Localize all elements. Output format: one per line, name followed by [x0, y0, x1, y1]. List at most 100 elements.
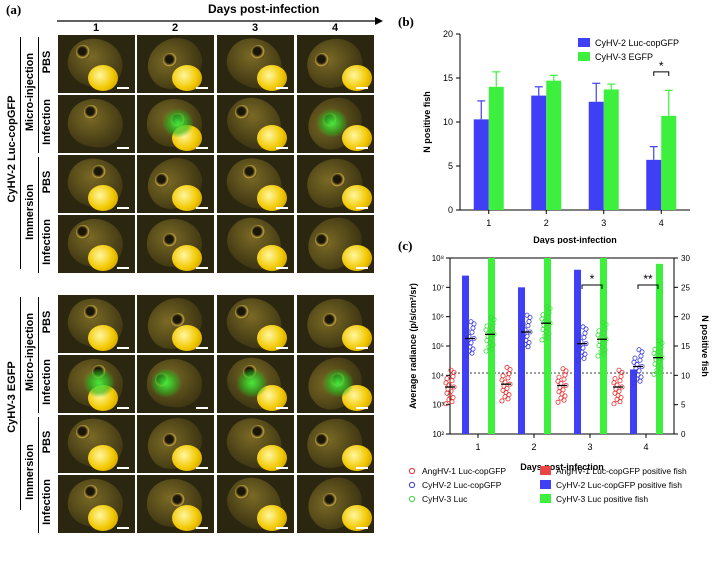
significance-marker: **: [643, 272, 653, 286]
data-point: [631, 359, 637, 365]
x-tick-label: 2: [531, 442, 536, 452]
route-label: Immersion: [24, 184, 36, 240]
y-tick-label: 10⁶: [432, 313, 444, 322]
y2-tick-label: 15: [681, 342, 690, 351]
legend-label: CyHV-2 Luc-copGFP positive fish: [556, 480, 682, 490]
x-axis-label: Days post-infection: [520, 462, 604, 472]
data-point: [463, 352, 469, 358]
data-point: [527, 314, 533, 320]
panel-a-letter: (a): [6, 2, 22, 17]
legend-label: CyHV-3 Luc: [422, 494, 468, 504]
data-point: [601, 330, 607, 336]
data-point: [451, 369, 457, 375]
data-point: [519, 346, 525, 352]
data-point: [580, 345, 586, 351]
legend-marker: [408, 495, 416, 503]
data-point: [575, 357, 581, 363]
y2-axis-label: N positive fish: [700, 315, 710, 377]
significance-bracket: [637, 284, 659, 290]
data-point: [448, 367, 454, 373]
legend-label: CyHV-3 Luc positive fish: [556, 494, 648, 504]
data-point: [560, 387, 566, 393]
data-point: [556, 374, 562, 380]
x-tick-label: 2: [544, 218, 549, 228]
data-point: [539, 337, 545, 343]
data-point: [450, 394, 456, 400]
scale-bar: [117, 347, 129, 349]
bar: [462, 275, 469, 434]
scale-bar: [196, 267, 208, 269]
data-point: [563, 368, 569, 374]
data-point: [522, 342, 528, 348]
x-tick-label: 1: [475, 442, 480, 452]
data-point: [499, 398, 505, 404]
scale-bar: [356, 267, 368, 269]
y2-tick-label: 0: [681, 430, 686, 439]
scale-bar: [356, 87, 368, 89]
y-tick-label: 20: [443, 29, 453, 39]
fish-image: [58, 155, 135, 213]
fish-image: [297, 355, 374, 413]
route-label: Immersion: [24, 444, 36, 500]
bar: [546, 80, 562, 210]
data-point: [505, 375, 511, 381]
data-point: [489, 325, 495, 331]
legend-swatch: [540, 494, 551, 503]
data-point: [444, 390, 450, 396]
condition-label: Infection: [41, 479, 53, 525]
scale-bar: [276, 467, 288, 469]
data-point: [652, 361, 658, 367]
scale-bar: [356, 147, 368, 149]
data-point: [637, 378, 643, 384]
data-point: [616, 367, 622, 373]
data-point: [539, 316, 545, 322]
legend-label: AngHV-1 Luc-copGFP: [422, 466, 506, 476]
data-point: [616, 388, 622, 394]
data-point: [632, 355, 638, 361]
bar: [518, 287, 525, 434]
bar: [488, 86, 504, 210]
data-point: [558, 395, 564, 401]
fish-image: [217, 415, 294, 473]
data-point: [561, 397, 567, 403]
data-point: [484, 338, 490, 344]
data-point: [502, 394, 508, 400]
data-point: [446, 397, 452, 403]
fish-image: [297, 155, 374, 213]
day-label: 4: [331, 22, 339, 34]
data-point: [556, 389, 562, 395]
fish-image: [217, 355, 294, 413]
fish-image: [217, 295, 294, 353]
data-point: [618, 374, 624, 380]
fish-image: [58, 35, 135, 93]
x-tick-label: 4: [659, 218, 664, 228]
data-point: [562, 393, 568, 399]
y-tick-label: 10³: [432, 401, 444, 410]
x-tick-label: 3: [601, 218, 606, 228]
scale-bar: [196, 87, 208, 89]
bar: [588, 101, 604, 210]
bar: [661, 115, 677, 210]
data-point: [464, 342, 470, 348]
y-tick-label: 10⁵: [432, 342, 444, 351]
legend-label: CyHV-2 Luc-copGFP: [422, 480, 502, 490]
data-point: [468, 319, 474, 325]
data-point: [580, 324, 586, 330]
data-point: [468, 340, 474, 346]
significance-bracket: [581, 284, 603, 290]
data-point: [506, 371, 512, 377]
data-point: [483, 327, 489, 333]
data-point: [520, 335, 526, 341]
data-point: [598, 349, 604, 355]
scale-bar: [276, 347, 288, 349]
scale-bar: [117, 147, 129, 149]
data-point: [449, 378, 455, 384]
x-axis-label: Days post-infection: [533, 235, 617, 244]
y2-tick-label: 5: [681, 401, 686, 410]
legend-marker: [408, 467, 416, 475]
chart-b: 0 5 10 15 20 1 2 3 4 * Days post-infection N positi…: [422, 29, 690, 244]
day-label: 3: [251, 22, 259, 34]
route-divider: [38, 297, 39, 413]
fish-image: [58, 95, 135, 153]
